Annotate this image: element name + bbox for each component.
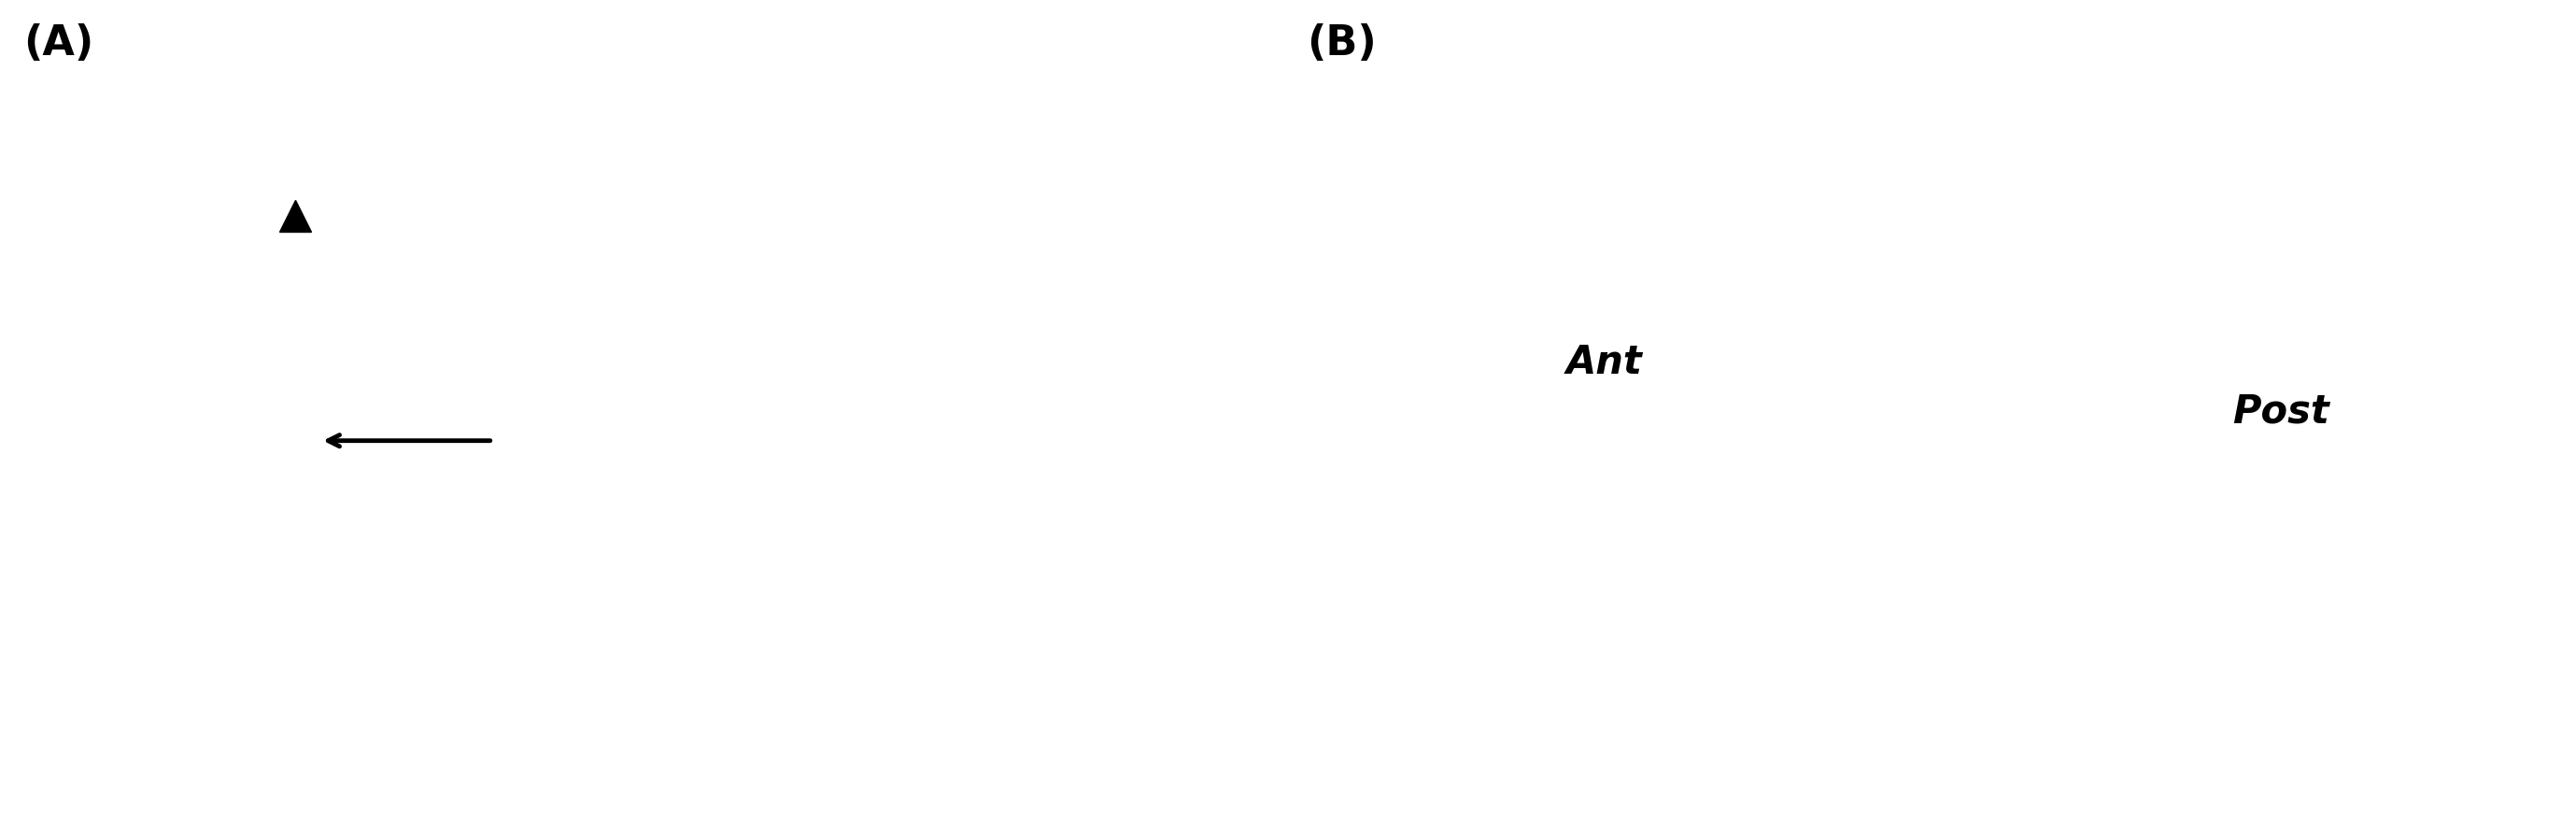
Text: (A): (A) <box>23 23 93 63</box>
Text: Ant: Ant <box>1566 344 1643 382</box>
Text: Post: Post <box>2233 392 2329 432</box>
Text: (B): (B) <box>1306 23 1378 63</box>
